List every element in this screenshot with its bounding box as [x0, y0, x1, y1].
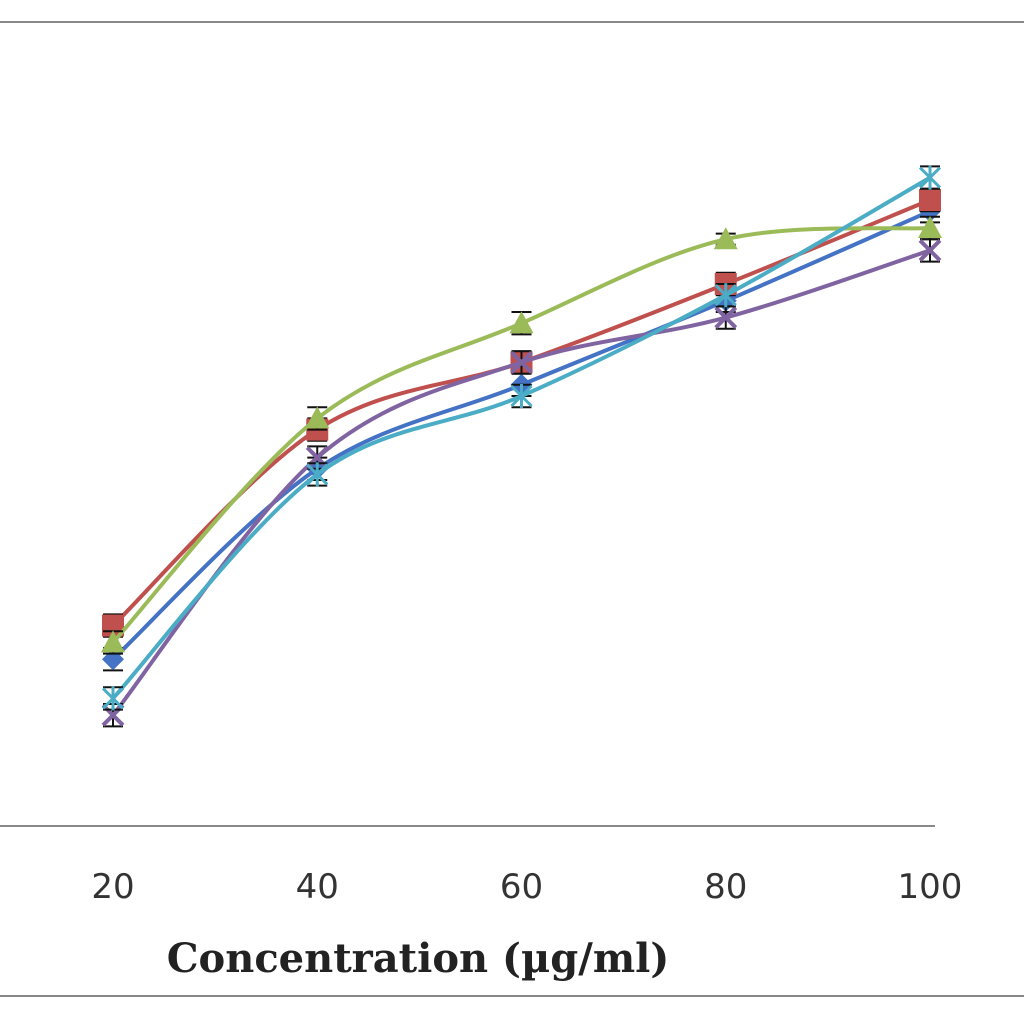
x-tick-label-80: 80 [704, 867, 747, 907]
series-2 [102, 187, 941, 638]
series-1 [102, 199, 941, 672]
data-point [306, 462, 329, 487]
x-tick-labels: 20 40 60 80 100 [91, 867, 962, 907]
data-point [919, 189, 941, 211]
x-tick-label-60: 60 [500, 867, 543, 907]
data-point [305, 406, 330, 429]
data-point [510, 384, 533, 408]
series-line [111, 226, 931, 644]
series-line [111, 209, 931, 661]
data-point [918, 216, 942, 238]
data-point [714, 283, 737, 308]
data-point [714, 306, 738, 330]
data-point [101, 686, 125, 711]
series-3 [101, 215, 942, 655]
data-point [101, 630, 125, 653]
x-tick-label-100: 100 [898, 867, 963, 907]
data-point [918, 238, 942, 262]
data-point [918, 165, 942, 190]
x-tick-label-20: 20 [91, 867, 134, 907]
x-axis-title: Concentration (µg/ml) [167, 935, 670, 982]
series-layer [101, 165, 942, 728]
series-5 [101, 165, 942, 711]
data-point [509, 311, 534, 334]
data-point [510, 350, 533, 374]
series-line [111, 175, 931, 700]
data-point [713, 227, 738, 250]
x-tick-label-40: 40 [296, 867, 339, 907]
data-point [101, 703, 125, 727]
data-point [305, 446, 329, 470]
